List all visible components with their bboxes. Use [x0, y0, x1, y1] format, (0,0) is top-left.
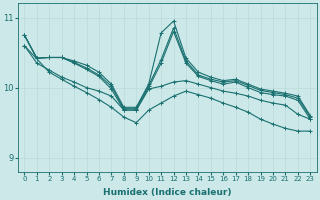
X-axis label: Humidex (Indice chaleur): Humidex (Indice chaleur): [103, 188, 232, 197]
